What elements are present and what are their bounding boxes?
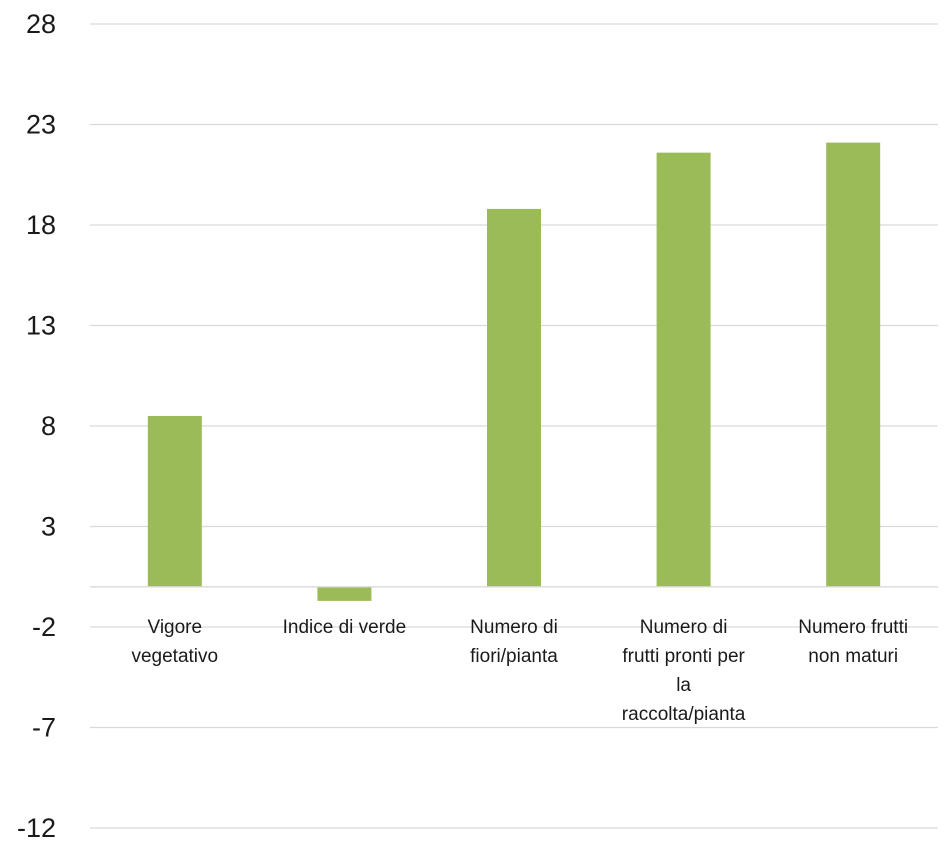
bars [147,142,881,601]
y-tick-label: -2 [32,612,56,642]
x-category-label-line: la [676,675,691,696]
y-axis-tick-labels: 28 23 18 13 8 3 -2 -7 -12 [17,9,56,843]
x-category-label-line: vegetativo [131,646,218,667]
y-tick-label: 8 [41,411,56,441]
x-category-label: Indice di verde [283,617,407,638]
bar [487,208,541,587]
x-category-label-line: raccolta/pianta [622,704,746,725]
x-category-label-line: fiori/pianta [470,646,558,667]
x-category-label-line: Numero di [470,617,558,638]
bar [826,142,881,587]
category-labels: Vigore vegetativo Indice di verde Numero di… [131,617,908,725]
y-tick-label: 18 [26,210,56,240]
x-category-label: Vigore vegetativo [131,617,218,667]
x-category-label-line: Numero frutti [798,617,908,638]
y-tick-label: 28 [26,9,56,39]
y-tick-label: 13 [26,311,56,341]
x-category-label-line: frutti pronti per [622,646,745,667]
x-category-label-line: Numero di [640,617,728,638]
x-category-label: Numero di fiori/pianta [470,617,558,667]
y-tick-label: 23 [26,110,56,140]
bar [656,152,711,587]
x-category-label: Numero frutti non maturi [798,617,908,667]
y-tick-label: -7 [32,713,56,743]
x-category-label-line: non maturi [808,646,898,667]
bar [147,415,202,587]
bar [317,586,372,601]
y-tick-label: 3 [41,512,56,542]
x-category-label-line: Indice di verde [283,617,407,638]
x-category-label: Numero di frutti pronti per la raccolta/pia… [622,617,746,725]
y-tick-label: -12 [17,813,56,843]
x-category-label-line: Vigore [148,617,203,638]
